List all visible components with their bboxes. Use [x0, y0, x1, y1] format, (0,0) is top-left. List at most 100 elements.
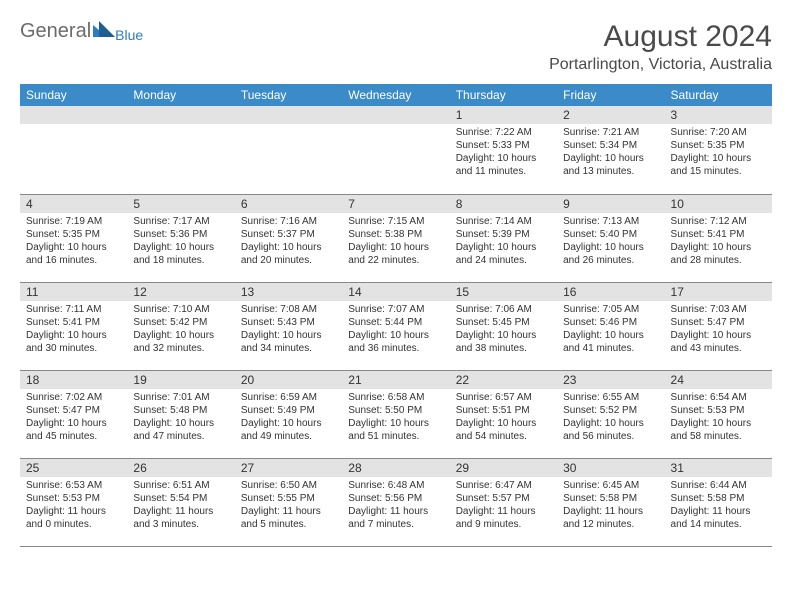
day-number: 9 — [557, 195, 664, 213]
logo-text-blue: Blue — [115, 27, 143, 43]
day-content: Sunrise: 7:08 AMSunset: 5:43 PMDaylight:… — [235, 301, 342, 357]
calendar-head: SundayMondayTuesdayWednesdayThursdayFrid… — [20, 84, 772, 106]
calendar-cell: 1Sunrise: 7:22 AMSunset: 5:33 PMDaylight… — [450, 106, 557, 194]
calendar-cell: 17Sunrise: 7:03 AMSunset: 5:47 PMDayligh… — [665, 282, 772, 370]
logo: General Blue — [20, 20, 143, 43]
day-number-empty — [342, 106, 449, 124]
day-number: 2 — [557, 106, 664, 124]
calendar-cell: 7Sunrise: 7:15 AMSunset: 5:38 PMDaylight… — [342, 194, 449, 282]
day-number: 25 — [20, 459, 127, 477]
weekday-header: Sunday — [20, 84, 127, 106]
day-content: Sunrise: 7:22 AMSunset: 5:33 PMDaylight:… — [450, 124, 557, 180]
calendar-row: 4Sunrise: 7:19 AMSunset: 5:35 PMDaylight… — [20, 194, 772, 282]
calendar-cell: 23Sunrise: 6:55 AMSunset: 5:52 PMDayligh… — [557, 370, 664, 458]
day-content: Sunrise: 7:02 AMSunset: 5:47 PMDaylight:… — [20, 389, 127, 445]
day-number: 10 — [665, 195, 772, 213]
calendar-cell: 27Sunrise: 6:50 AMSunset: 5:55 PMDayligh… — [235, 458, 342, 546]
calendar-cell: 5Sunrise: 7:17 AMSunset: 5:36 PMDaylight… — [127, 194, 234, 282]
day-number: 26 — [127, 459, 234, 477]
weekday-header: Friday — [557, 84, 664, 106]
day-number: 4 — [20, 195, 127, 213]
calendar-cell — [342, 106, 449, 194]
day-content: Sunrise: 7:03 AMSunset: 5:47 PMDaylight:… — [665, 301, 772, 357]
day-content: Sunrise: 7:17 AMSunset: 5:36 PMDaylight:… — [127, 213, 234, 269]
day-number: 7 — [342, 195, 449, 213]
day-number-empty — [20, 106, 127, 124]
day-content: Sunrise: 7:01 AMSunset: 5:48 PMDaylight:… — [127, 389, 234, 445]
calendar-body: 1Sunrise: 7:22 AMSunset: 5:33 PMDaylight… — [20, 106, 772, 546]
day-content: Sunrise: 7:15 AMSunset: 5:38 PMDaylight:… — [342, 213, 449, 269]
calendar-cell: 8Sunrise: 7:14 AMSunset: 5:39 PMDaylight… — [450, 194, 557, 282]
weekday-header: Wednesday — [342, 84, 449, 106]
day-content: Sunrise: 6:45 AMSunset: 5:58 PMDaylight:… — [557, 477, 664, 533]
calendar-cell: 16Sunrise: 7:05 AMSunset: 5:46 PMDayligh… — [557, 282, 664, 370]
calendar-cell: 13Sunrise: 7:08 AMSunset: 5:43 PMDayligh… — [235, 282, 342, 370]
day-content: Sunrise: 7:13 AMSunset: 5:40 PMDaylight:… — [557, 213, 664, 269]
calendar-cell — [235, 106, 342, 194]
calendar-row: 18Sunrise: 7:02 AMSunset: 5:47 PMDayligh… — [20, 370, 772, 458]
day-number: 12 — [127, 283, 234, 301]
calendar-cell — [20, 106, 127, 194]
day-number: 27 — [235, 459, 342, 477]
calendar-cell: 2Sunrise: 7:21 AMSunset: 5:34 PMDaylight… — [557, 106, 664, 194]
day-number: 3 — [665, 106, 772, 124]
day-number: 30 — [557, 459, 664, 477]
day-content: Sunrise: 7:19 AMSunset: 5:35 PMDaylight:… — [20, 213, 127, 269]
day-content: Sunrise: 7:06 AMSunset: 5:45 PMDaylight:… — [450, 301, 557, 357]
calendar-cell: 6Sunrise: 7:16 AMSunset: 5:37 PMDaylight… — [235, 194, 342, 282]
day-content: Sunrise: 6:58 AMSunset: 5:50 PMDaylight:… — [342, 389, 449, 445]
day-content: Sunrise: 7:10 AMSunset: 5:42 PMDaylight:… — [127, 301, 234, 357]
calendar-cell: 19Sunrise: 7:01 AMSunset: 5:48 PMDayligh… — [127, 370, 234, 458]
calendar-row: 25Sunrise: 6:53 AMSunset: 5:53 PMDayligh… — [20, 458, 772, 546]
day-content: Sunrise: 7:12 AMSunset: 5:41 PMDaylight:… — [665, 213, 772, 269]
day-number: 28 — [342, 459, 449, 477]
calendar-cell: 11Sunrise: 7:11 AMSunset: 5:41 PMDayligh… — [20, 282, 127, 370]
calendar-cell: 30Sunrise: 6:45 AMSunset: 5:58 PMDayligh… — [557, 458, 664, 546]
day-content: Sunrise: 7:11 AMSunset: 5:41 PMDaylight:… — [20, 301, 127, 357]
weekday-header: Saturday — [665, 84, 772, 106]
calendar-cell: 26Sunrise: 6:51 AMSunset: 5:54 PMDayligh… — [127, 458, 234, 546]
day-content: Sunrise: 7:21 AMSunset: 5:34 PMDaylight:… — [557, 124, 664, 180]
triangle-icon — [93, 21, 115, 42]
day-content: Sunrise: 7:07 AMSunset: 5:44 PMDaylight:… — [342, 301, 449, 357]
calendar-row: 11Sunrise: 7:11 AMSunset: 5:41 PMDayligh… — [20, 282, 772, 370]
calendar-cell: 9Sunrise: 7:13 AMSunset: 5:40 PMDaylight… — [557, 194, 664, 282]
day-number: 6 — [235, 195, 342, 213]
day-number: 23 — [557, 371, 664, 389]
day-number: 11 — [20, 283, 127, 301]
day-content: Sunrise: 6:47 AMSunset: 5:57 PMDaylight:… — [450, 477, 557, 533]
day-content: Sunrise: 7:14 AMSunset: 5:39 PMDaylight:… — [450, 213, 557, 269]
day-content: Sunrise: 7:16 AMSunset: 5:37 PMDaylight:… — [235, 213, 342, 269]
calendar-cell: 3Sunrise: 7:20 AMSunset: 5:35 PMDaylight… — [665, 106, 772, 194]
day-number: 31 — [665, 459, 772, 477]
calendar-cell: 21Sunrise: 6:58 AMSunset: 5:50 PMDayligh… — [342, 370, 449, 458]
weekday-header: Monday — [127, 84, 234, 106]
calendar-cell: 14Sunrise: 7:07 AMSunset: 5:44 PMDayligh… — [342, 282, 449, 370]
calendar-cell: 4Sunrise: 7:19 AMSunset: 5:35 PMDaylight… — [20, 194, 127, 282]
day-number: 24 — [665, 371, 772, 389]
day-content: Sunrise: 6:48 AMSunset: 5:56 PMDaylight:… — [342, 477, 449, 533]
day-number: 16 — [557, 283, 664, 301]
header: General Blue August 2024 Portarlington, … — [20, 20, 772, 74]
day-number: 22 — [450, 371, 557, 389]
calendar-cell: 24Sunrise: 6:54 AMSunset: 5:53 PMDayligh… — [665, 370, 772, 458]
calendar-cell: 31Sunrise: 6:44 AMSunset: 5:58 PMDayligh… — [665, 458, 772, 546]
calendar-cell: 12Sunrise: 7:10 AMSunset: 5:42 PMDayligh… — [127, 282, 234, 370]
day-number: 17 — [665, 283, 772, 301]
day-number: 21 — [342, 371, 449, 389]
calendar-cell: 29Sunrise: 6:47 AMSunset: 5:57 PMDayligh… — [450, 458, 557, 546]
day-content: Sunrise: 6:51 AMSunset: 5:54 PMDaylight:… — [127, 477, 234, 533]
day-content: Sunrise: 6:57 AMSunset: 5:51 PMDaylight:… — [450, 389, 557, 445]
calendar-cell: 18Sunrise: 7:02 AMSunset: 5:47 PMDayligh… — [20, 370, 127, 458]
calendar-cell: 10Sunrise: 7:12 AMSunset: 5:41 PMDayligh… — [665, 194, 772, 282]
day-number: 1 — [450, 106, 557, 124]
weekday-header: Tuesday — [235, 84, 342, 106]
calendar-cell: 20Sunrise: 6:59 AMSunset: 5:49 PMDayligh… — [235, 370, 342, 458]
day-content: Sunrise: 6:54 AMSunset: 5:53 PMDaylight:… — [665, 389, 772, 445]
day-number: 14 — [342, 283, 449, 301]
day-number: 29 — [450, 459, 557, 477]
calendar-row: 1Sunrise: 7:22 AMSunset: 5:33 PMDaylight… — [20, 106, 772, 194]
day-content: Sunrise: 7:20 AMSunset: 5:35 PMDaylight:… — [665, 124, 772, 180]
page-title: August 2024 — [549, 20, 772, 54]
day-number: 19 — [127, 371, 234, 389]
